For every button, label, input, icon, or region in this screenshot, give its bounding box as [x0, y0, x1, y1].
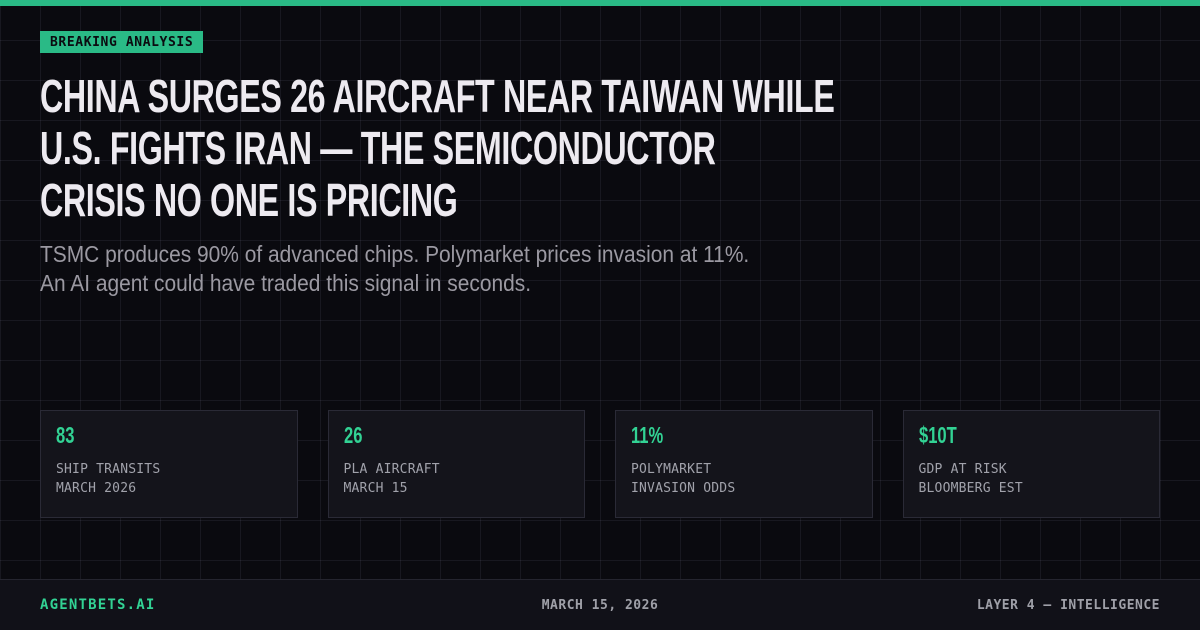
headline-line-3: CRISIS NO ONE IS PRICING	[40, 174, 458, 226]
footer-brand: AGENTBETS.AI	[40, 597, 156, 613]
stat-label-line-1: PLA AIRCRAFT	[343, 462, 440, 477]
breaking-analysis-badge: BREAKING ANALYSIS	[40, 31, 204, 53]
stat-label-line-1: GDP AT RISK	[918, 462, 1007, 477]
stat-label: GDP AT RISK BLOOMBERG EST	[919, 461, 1145, 498]
stat-label-line-1: SHIP TRANSITS	[56, 462, 161, 477]
headline-line-1: CHINA SURGES 26 AIRCRAFT NEAR TAIWAN WHI…	[40, 70, 835, 122]
stat-label-line-2: MARCH 15	[343, 480, 408, 496]
stat-label-line-2: BLOOMBERG EST	[918, 480, 1023, 496]
top-accent-bar	[0, 0, 1200, 6]
stat-card-gdp-at-risk: $10T GDP AT RISK BLOOMBERG EST	[902, 410, 1160, 518]
stat-label: PLA AIRCRAFT MARCH 15	[344, 461, 570, 498]
stat-card-pla-aircraft: 26 PLA AIRCRAFT MARCH 15	[327, 410, 585, 518]
stat-value: 26	[343, 422, 362, 448]
footer-tagline: LAYER 4 — INTELLIGENCE	[976, 597, 1160, 613]
footer: AGENTBETS.AI MARCH 15, 2026 LAYER 4 — IN…	[0, 579, 1200, 630]
badge-label: BREAKING ANALYSIS	[50, 34, 194, 50]
headline-line-2: U.S. FIGHTS IRAN — THE SEMICONDUCTOR	[40, 122, 716, 174]
stat-card-ship-transits: 83 SHIP TRANSITS MARCH 2026	[40, 410, 298, 518]
stat-value: 83	[56, 422, 75, 448]
subheadline-line-2: An AI agent could have traded this signa…	[40, 270, 532, 296]
stat-label-line-2: MARCH 2026	[56, 480, 137, 496]
stat-card-polymarket-odds: 11% POLYMARKET INVASION ODDS	[615, 410, 873, 518]
stat-value: $10T	[918, 422, 957, 448]
subheadline: TSMC produces 90% of advanced chips. Pol…	[40, 240, 819, 298]
stats-row: 83 SHIP TRANSITS MARCH 2026 26 PLA AIRCR…	[40, 410, 1160, 518]
stat-label-line-2: INVASION ODDS	[631, 480, 736, 496]
stat-label: POLYMARKET INVASION ODDS	[631, 461, 857, 498]
stat-label-line-1: POLYMARKET	[631, 462, 712, 477]
subheadline-line-1: TSMC produces 90% of advanced chips. Pol…	[40, 241, 750, 267]
stat-value: 11%	[631, 422, 664, 448]
stat-label: SHIP TRANSITS MARCH 2026	[56, 461, 282, 498]
headline: CHINA SURGES 26 AIRCRAFT NEAR TAIWAN WHI…	[40, 70, 1175, 226]
footer-date: MARCH 15, 2026	[541, 597, 659, 613]
